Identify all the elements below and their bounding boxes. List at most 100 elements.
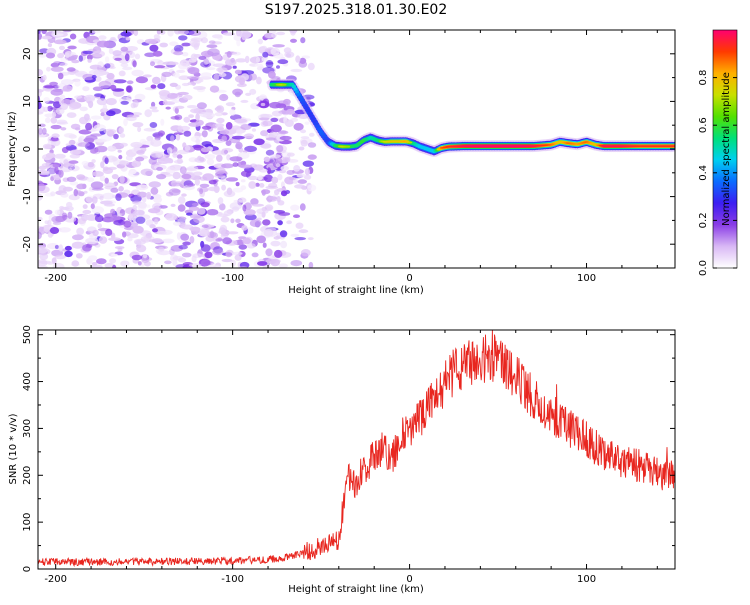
noise-blob (52, 263, 65, 268)
noise-blob (262, 51, 269, 58)
noise-blob (50, 89, 64, 96)
noise-blob (87, 162, 95, 168)
noise-blob (212, 138, 225, 144)
noise-blob (143, 127, 157, 132)
noise-blob (58, 169, 64, 178)
noise-blob (165, 213, 177, 221)
colorbar-label: Normalized spectral amplitude (721, 72, 732, 226)
noise-blob (217, 67, 224, 73)
noise-blob (134, 53, 141, 60)
noise-blob (218, 227, 227, 235)
noise-blob (265, 149, 275, 156)
noise-blob (38, 111, 44, 115)
noise-blob (307, 237, 314, 241)
noise-blob (98, 236, 108, 244)
noise-blob (175, 134, 181, 141)
noise-blob (290, 204, 300, 211)
noise-blob (177, 196, 186, 205)
noise-blob (111, 174, 119, 180)
noise-blob (190, 108, 203, 114)
noise-blob (199, 228, 210, 237)
noise-blob (268, 131, 279, 140)
noise-blob (82, 244, 92, 252)
noise-blob (119, 142, 128, 147)
noise-blob (244, 145, 257, 152)
noise-blob (278, 263, 288, 268)
noise-blob (120, 100, 129, 105)
noise-blob (45, 152, 56, 159)
noise-blob (307, 142, 317, 148)
noise-blob (181, 252, 192, 258)
noise-blob (296, 173, 306, 178)
colorbar-ticks: 0.0 0.2 0.4 0.6 0.8 (698, 29, 738, 276)
noise-blob (131, 254, 143, 261)
noise-blob (125, 155, 133, 161)
noise-blob (276, 196, 281, 203)
noise-blob (187, 75, 200, 80)
noise-blob (49, 227, 60, 234)
noise-blob (295, 55, 301, 63)
noise-blob (43, 224, 50, 233)
colorbar-tick-label: 0.2 (698, 212, 709, 228)
noise-blob (225, 122, 233, 130)
noise-blob (108, 237, 121, 242)
noise-blob (262, 120, 273, 127)
noise-blob (280, 165, 290, 171)
noise-blob (39, 253, 49, 261)
ridge-segment (306, 108, 311, 113)
noise-blob (83, 137, 95, 143)
noise-blob (51, 215, 64, 223)
noise-blob (69, 149, 82, 155)
noise-blob (216, 34, 223, 40)
noise-blob (229, 108, 236, 116)
snr-y-ticks: 0 100 200 300 400 500 (22, 325, 675, 572)
noise-blob (177, 30, 190, 35)
noise-blob (152, 50, 163, 57)
noise-blob (38, 69, 44, 76)
noise-blob (221, 163, 234, 169)
noise-blob (274, 189, 280, 196)
noise-blob (90, 181, 104, 190)
noise-blob (242, 237, 252, 245)
noise-blob (120, 63, 129, 68)
noise-blob (38, 246, 49, 254)
noise-blob (219, 130, 230, 135)
noise-blob (239, 164, 253, 169)
noise-blob (151, 76, 161, 85)
noise-blob (178, 62, 189, 70)
noise-blob (144, 109, 152, 118)
noise-blob (85, 214, 99, 221)
noise-blob (132, 100, 139, 108)
noise-blob (206, 67, 216, 71)
noise-blob (142, 254, 148, 259)
noise-blob (51, 133, 60, 139)
noise-blob (63, 159, 69, 165)
noise-blob (99, 195, 104, 201)
snr-y-tick-label: 300 (22, 419, 33, 438)
noise-blob (194, 178, 200, 186)
noise-blob (154, 218, 159, 225)
noise-blob (67, 45, 77, 50)
noise-blob (149, 106, 158, 110)
snr-y-tick-label: 200 (22, 466, 33, 485)
noise-blob (105, 228, 113, 236)
noise-blob (198, 56, 207, 60)
noise-blob (107, 145, 117, 152)
noise-blob (148, 239, 158, 243)
noise-blob (172, 153, 178, 158)
noise-blob (264, 32, 274, 39)
noise-blob (299, 203, 306, 211)
ridge-segment (307, 111, 312, 116)
noise-blob (47, 43, 53, 48)
noise-blob (210, 262, 217, 268)
noise-blob (207, 186, 219, 192)
noise-blob (133, 209, 145, 216)
noise-blob (94, 93, 103, 97)
noise-blob (290, 233, 300, 237)
noise-blob (188, 263, 202, 268)
spectrogram-y-ticks: -20 -10 0 10 20 (22, 29, 675, 269)
noise-blob (100, 81, 106, 87)
noise-blob (172, 256, 184, 261)
noise-blob (265, 137, 276, 141)
noise-blob (209, 230, 215, 239)
